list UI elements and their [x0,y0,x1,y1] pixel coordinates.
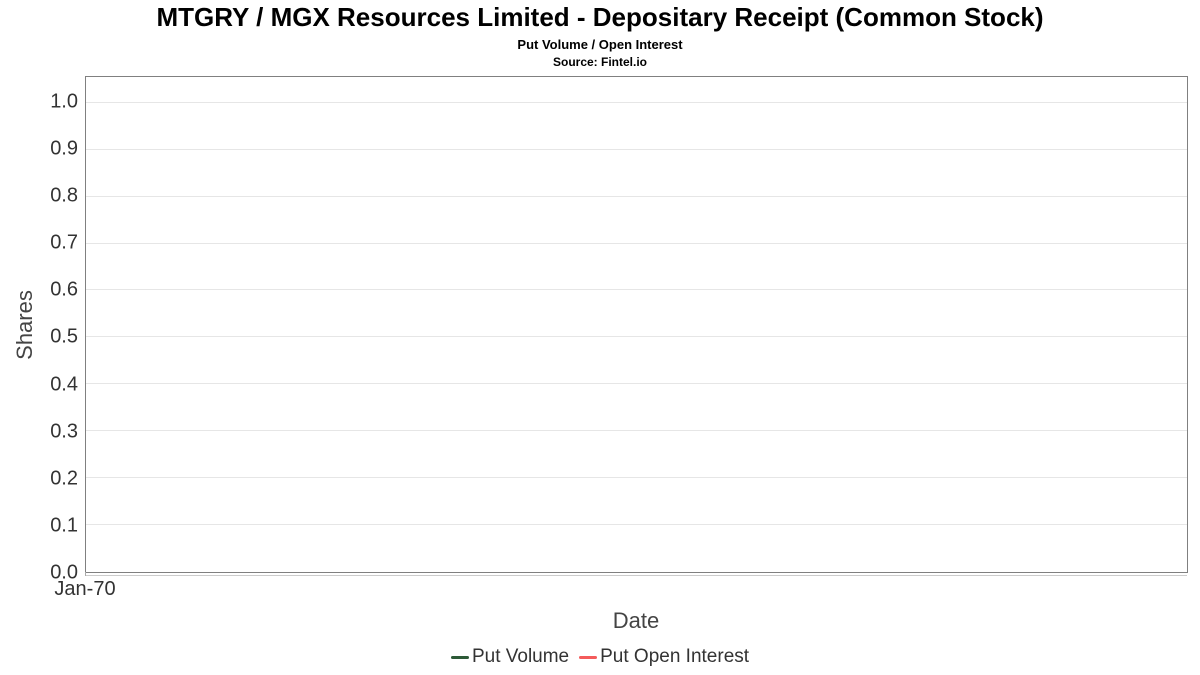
plot-area [85,76,1188,576]
legend-label: Put Volume [471,646,570,667]
gridline [86,148,1187,150]
y-tick-label: 0.3 [50,420,78,443]
y-tick-label: 0.7 [50,231,78,254]
x-axis-tick-labels: Jan-70 [54,578,1188,602]
legend-line-icon [450,655,469,659]
gridline [86,195,1187,197]
chart-source: Source: Fintel.io [552,54,647,69]
y-tick-label: 0.8 [50,184,78,207]
gridline [86,383,1187,385]
y-tick-label: 0.2 [50,467,78,490]
x-axis-line [86,575,1187,576]
legend: Put Volume Put Open Interest [0,646,1200,668]
gridline [86,524,1187,526]
x-tick-label: Jan-70 [54,578,116,600]
y-tick-label: 0.9 [50,137,78,160]
gridline [86,289,1187,291]
gridline [86,336,1187,338]
y-tick-label: 0.0 [50,561,78,584]
y-tick-label: 0.4 [50,373,78,396]
legend-line-icon [579,655,598,659]
legend-item[interactable]: Put Open Interest [579,646,749,668]
y-tick-label: 0.1 [50,514,78,537]
chart-subtitle: Put Volume / Open Interest [517,36,683,52]
gridline [86,430,1187,432]
y-tick-label: 0.5 [50,325,78,348]
chart-header: MTGRY / MGX Resources Limited - Deposita… [0,0,1200,69]
gridline [86,101,1187,103]
gridline [86,242,1187,244]
x-axis-tick [85,572,86,576]
y-tick-label: 1.0 [50,90,78,113]
x-axis-title: Date [612,608,660,633]
y-axis-tick-labels: 0.0 0.1 0.2 0.3 0.4 0.5 0.6 0.7 0.8 0.9 1.0 [0,76,78,583]
legend-label: Put Open Interest [600,646,750,667]
chart-title: MTGRY / MGX Resources Limited - Deposita… [156,2,1044,32]
legend-item[interactable]: Put Volume [450,646,570,668]
gridline [86,477,1187,479]
y-tick-label: 0.6 [50,278,78,301]
